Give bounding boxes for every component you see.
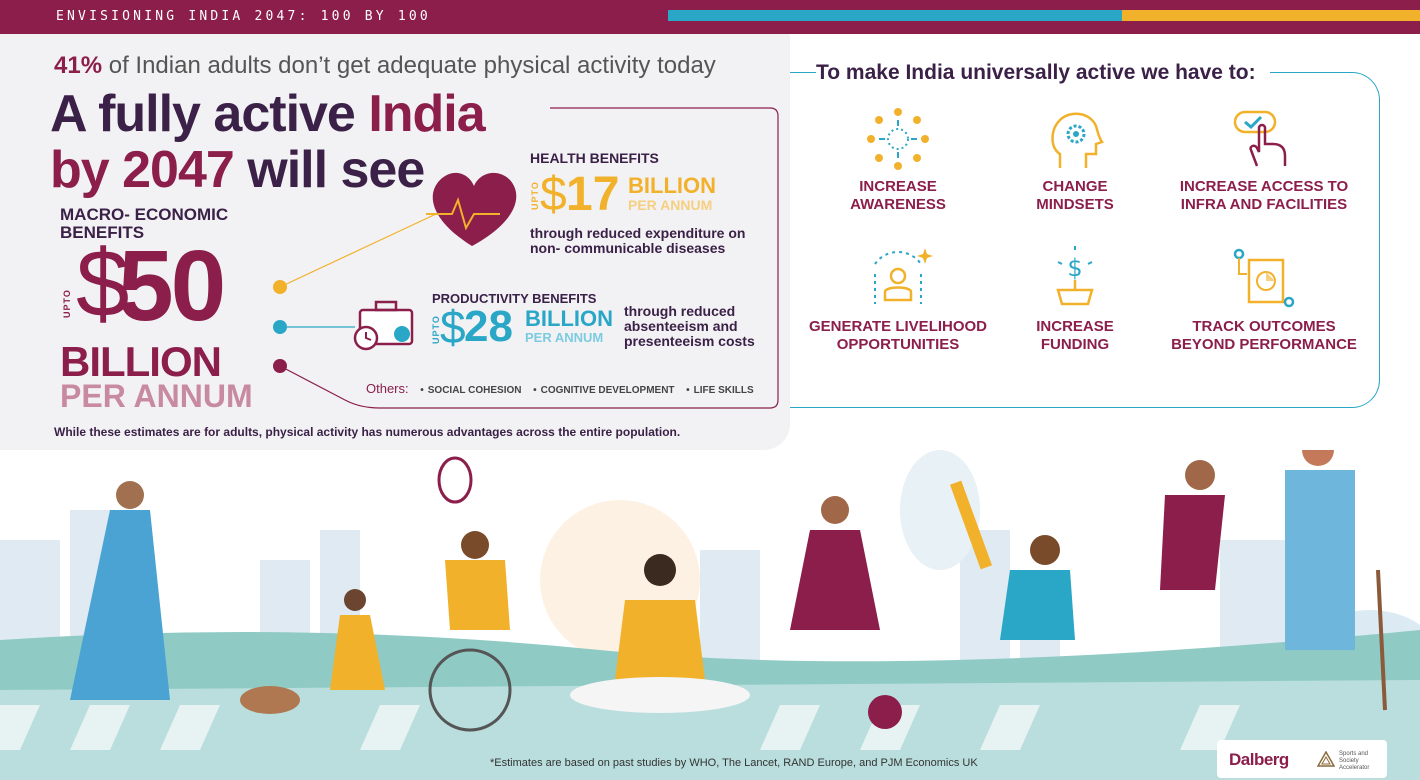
man-playing-cricket (949, 480, 1075, 640)
dollar-plant-icon: $ (1056, 246, 1094, 306)
person-sparkle-icon (874, 248, 933, 304)
crosswalk-stripes (0, 705, 1240, 750)
logos-block: Dalberg Sports and Society Accelerator (1217, 740, 1387, 778)
health-amount: 17 (566, 168, 620, 221)
activity-stat-text: of Indian adults don’t get adequate phys… (108, 52, 716, 79)
health-dot (273, 280, 287, 294)
macro-period: PER ANNUM (60, 378, 253, 414)
title-line1-b: India (368, 85, 485, 143)
productivity-dot (273, 320, 287, 334)
other-benefits: Others: • SOCIAL COHESION • COGNITIVE DEVE… (366, 381, 754, 396)
activity-stat: 41% of Indian adults don’t get adequate … (54, 52, 716, 80)
ssa-logo-icon (1317, 751, 1335, 767)
population-note: While these estimates are for adults, ph… (54, 425, 681, 439)
svg-text:$: $ (1067, 254, 1082, 282)
action-generate-livelihood: GENERATE LIVELIHOOD OPPORTUNITIES (798, 244, 998, 354)
woman-playing-football (790, 496, 902, 729)
wheelchair-tennis-player (428, 456, 512, 732)
action-increase-access: INCREASE ACCESS TO INFRA AND FACILITIES (1164, 104, 1364, 214)
dalberg-logo: Dalberg (1229, 750, 1289, 769)
banner-blue-stripe (668, 10, 1122, 21)
heart-pulse-icon (426, 172, 517, 246)
activity-scene-illustration (0, 450, 1420, 780)
productivity-currency: $ (440, 301, 466, 353)
productivity-period: PER ANNUM (525, 330, 604, 345)
productivity-heading: PRODUCTIVITY BENEFITS (432, 291, 597, 306)
macro-amount: 50 (118, 230, 226, 342)
banner-title: ENVISIONING INDIA 2047: 100 BY 100 (56, 9, 431, 24)
health-connector (279, 213, 437, 288)
action-increase-funding: $ INCREASE FUNDING (975, 244, 1175, 354)
macro-label: MACRO- ECONOMIC BENEFITS (60, 205, 229, 242)
crosswalk-path (0, 680, 1420, 780)
other-benefit-item: • LIFE SKILLS (686, 385, 754, 396)
action-change-mindsets: CHANGE MINDSETS (975, 104, 1175, 214)
title-line2-b: will see (233, 141, 425, 199)
grandmother-walking-dog (70, 481, 300, 714)
macro-upto: UPTO (62, 289, 72, 318)
man-jogging (1160, 460, 1225, 590)
health-upto: UPTO (530, 181, 540, 210)
other-benefits-label: Others: (366, 381, 409, 396)
health-heading: HEALTH BENEFITS (530, 150, 659, 166)
others-dot (273, 359, 287, 373)
productivity-description: through reduced absenteeism and presente… (624, 303, 755, 349)
health-unit: BILLION (628, 173, 716, 198)
title-line2-a: by 2047 (50, 141, 235, 199)
tree (900, 450, 980, 570)
action-increase-awareness: INCREASE AWARENESS (798, 104, 998, 214)
footnote: *Estimates are based on past studies by … (490, 757, 978, 769)
health-description: through reduced expenditure on non- comm… (530, 225, 746, 256)
productivity-unit: BILLION (525, 306, 613, 331)
head-gear-icon (1051, 112, 1104, 168)
woman-meditating (570, 554, 750, 713)
macro-currency: $ (76, 230, 130, 337)
top-banner: ENVISIONING INDIA 2047: 100 BY 100 (0, 0, 1420, 34)
actions-title: To make India universally active we have… (816, 61, 1270, 85)
ssa-logo-text: Sports and Society Accelerator (1339, 751, 1370, 771)
bracket-line (279, 107, 779, 409)
other-benefit-item: • COGNITIVE DEVELOPMENT (533, 385, 675, 396)
other-benefit-item: • SOCIAL COHESION (420, 385, 522, 396)
girl-running (330, 589, 385, 690)
productivity-amount: 28 (464, 302, 513, 351)
main-title: A fully active India by 2047 will see (50, 85, 486, 199)
macro-unit: BILLION (60, 338, 222, 385)
health-period: PER ANNUM (628, 197, 713, 213)
health-currency: $ (540, 168, 567, 221)
burst-icon (867, 108, 929, 170)
benefits-panel (0, 34, 790, 450)
elderly-man-with-cane (1285, 450, 1387, 711)
banner-yellow-stripe (1122, 10, 1420, 21)
hand-tap-icon (1233, 110, 1287, 167)
briefcase-clock-icon (353, 300, 414, 351)
activity-stat-percent: 41% (54, 52, 103, 79)
action-track-outcomes: TRACK OUTCOMES BEYOND PERFORMANCE (1164, 244, 1364, 354)
title-line1-a: A fully active (50, 85, 369, 143)
chart-document-icon (1233, 248, 1295, 308)
